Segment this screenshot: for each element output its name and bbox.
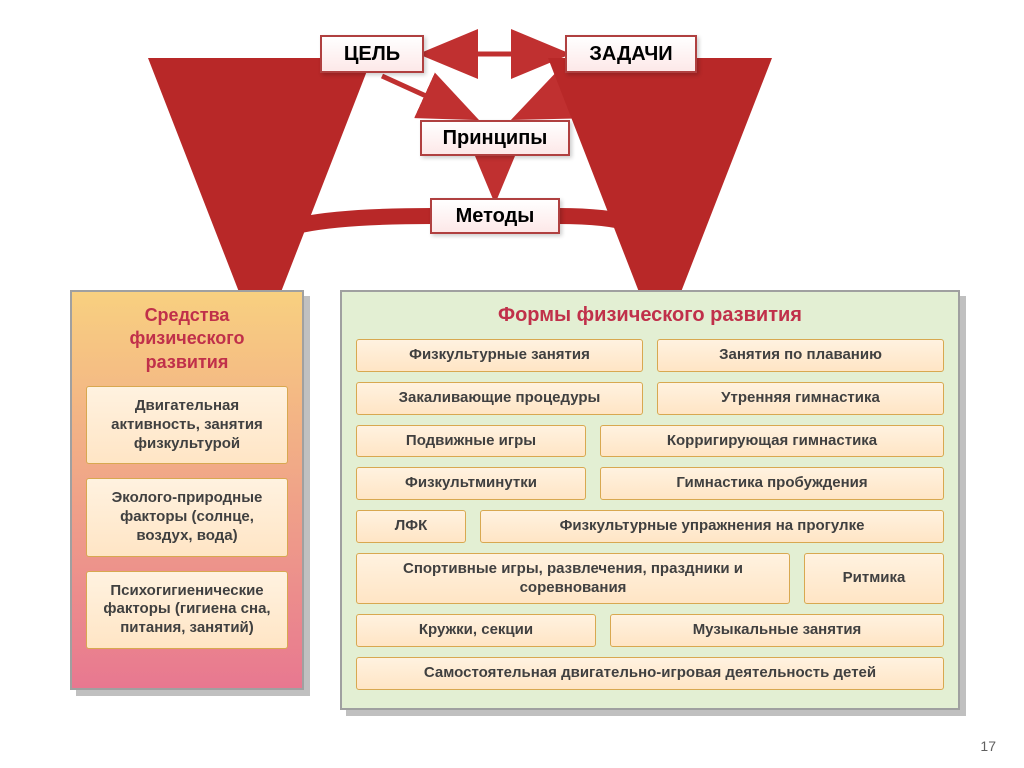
goal-box: ЦЕЛЬ (320, 35, 424, 73)
means-item: Психогигиенические факторы (гигиена сна,… (86, 571, 288, 649)
means-item: Эколого-природные факторы (солнце, возду… (86, 478, 288, 556)
forms-item: Закаливающие процедуры (356, 382, 643, 415)
forms-item: Спортивные игры, развлечения, праздники … (356, 553, 790, 605)
principles-box: Принципы (420, 120, 570, 156)
page-number: 17 (980, 738, 996, 754)
forms-item: Утренняя гимнастика (657, 382, 944, 415)
forms-item: Музыкальные занятия (610, 614, 944, 647)
forms-item: ЛФК (356, 510, 466, 543)
forms-item: Физкультминутки (356, 467, 586, 500)
forms-item: Самостоятельная двигательно-игровая деят… (356, 657, 944, 690)
forms-item: Корригирующая гимнастика (600, 425, 944, 458)
forms-item: Занятия по плаванию (657, 339, 944, 372)
forms-item: Физкультурные занятия (356, 339, 643, 372)
forms-panel: Формы физического развития Физкультурные… (340, 290, 960, 710)
forms-item: Физкультурные упражнения на прогулке (480, 510, 944, 543)
forms-item: Ритмика (804, 553, 944, 605)
means-panel: Средства физического развития Двигательн… (70, 290, 304, 690)
means-panel-title: Средства физического развития (86, 304, 288, 374)
forms-item: Гимнастика пробуждения (600, 467, 944, 500)
means-item: Двигательная активность, занятия физкуль… (86, 386, 288, 464)
tasks-box: ЗАДАЧИ (565, 35, 697, 73)
forms-item: Подвижные игры (356, 425, 586, 458)
forms-item: Кружки, секции (356, 614, 596, 647)
methods-box: Методы (430, 198, 560, 234)
forms-panel-title: Формы физического развития (356, 304, 944, 327)
